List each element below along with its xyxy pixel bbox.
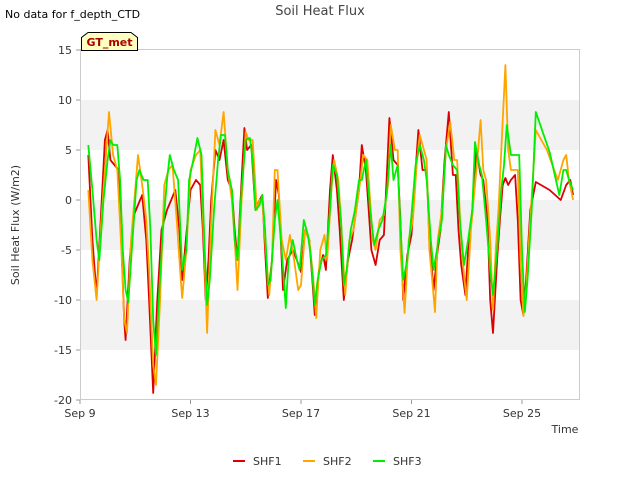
x-tick-label: Sep 25 [503,407,541,420]
legend-label-shf1: SHF1 [253,455,282,468]
badge-shape [81,32,138,51]
y-tick-label: -10 [54,294,72,307]
x-tick-label: Sep 13 [171,407,209,420]
y-tick-label: 15 [58,44,72,57]
series-line-shf3 [87,111,574,356]
y-tick-label: 5 [65,144,72,157]
legend-label-shf3: SHF3 [393,455,422,468]
x-tick-label: Sep 17 [282,407,320,420]
chart-title: Soil Heat Flux [275,4,365,19]
grid-band [80,100,580,150]
gt-met-badge: GT_met [81,32,138,51]
y-axis-ticks: -20 -15 -10 -5 0 5 10 15 [54,44,80,407]
legend-label-shf2: SHF2 [323,455,352,468]
y-tick-label: -15 [54,344,72,357]
badge-label: GT_met [86,36,132,49]
no-data-note: No data for f_depth_CTD [5,8,140,21]
y-axis-label: Soil Heat Flux (W/m2) [9,165,22,285]
y-tick-label: 10 [58,94,72,107]
y-tick-label: -20 [54,394,72,407]
x-axis-ticks: Sep 9 Sep 13 Sep 17 Sep 21 Sep 25 [64,400,541,420]
grid-band [80,350,580,400]
data-series [87,64,574,394]
x-tick-label: Sep 9 [64,407,95,420]
y-tick-label: 0 [65,194,72,207]
plot-frame [80,49,580,400]
grid-band [80,50,580,100]
x-axis-label: Time [551,423,579,436]
legend: SHF1 SHF2 SHF3 [233,455,422,468]
grid-band [80,250,580,300]
grid-band [80,300,580,350]
x-tick-label: Sep 21 [392,407,430,420]
y-tick-label: -5 [61,244,72,257]
